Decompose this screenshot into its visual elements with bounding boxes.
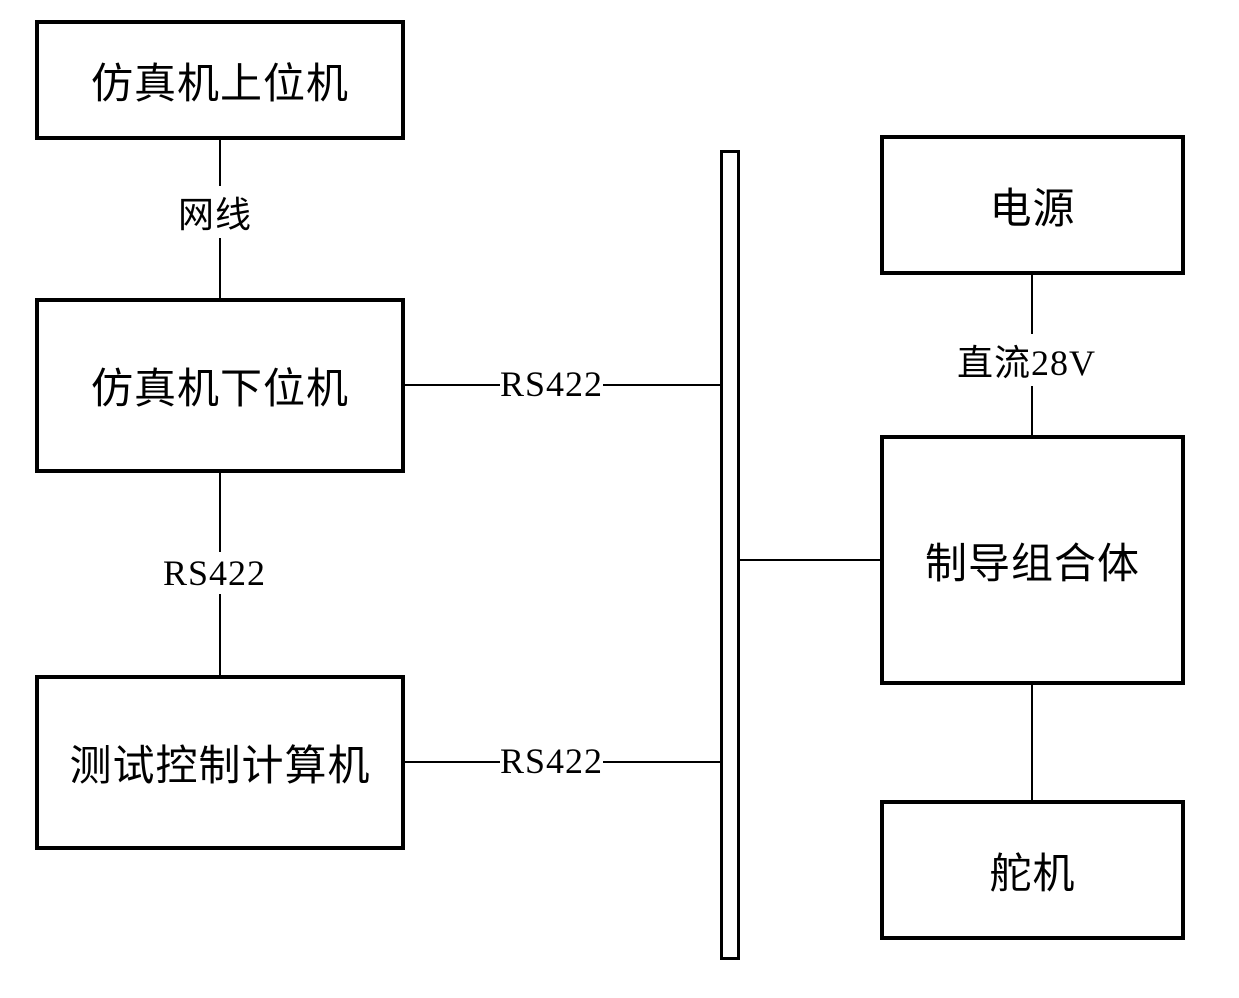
bus-bar [720,150,740,960]
node-power: 电源 [880,135,1185,275]
edge-power-guidance-label: 直流28V [957,334,1096,386]
node-guidance: 制导组合体 [880,435,1185,685]
edge-lower-bus-label: RS422 [500,363,603,405]
node-sim-lower: 仿真机下位机 [35,298,405,473]
edge-guidance-servo-line [1031,685,1033,800]
edge-bus-guidance-line [740,559,880,561]
node-sim-upper: 仿真机上位机 [35,20,405,140]
edge-upper-lower-label: 网线 [178,186,252,238]
node-servo: 舵机 [880,800,1185,940]
edge-lower-test-label: RS422 [163,552,266,594]
node-power-label: 电源 [989,175,1075,236]
node-sim-upper-label: 仿真机上位机 [91,50,349,111]
node-servo-label: 舵机 [989,840,1075,901]
edge-test-bus-label: RS422 [500,740,603,782]
node-test-ctrl: 测试控制计算机 [35,675,405,850]
node-sim-lower-label: 仿真机下位机 [91,355,349,416]
node-test-ctrl-label: 测试控制计算机 [69,732,370,793]
node-guidance-label: 制导组合体 [925,530,1140,591]
